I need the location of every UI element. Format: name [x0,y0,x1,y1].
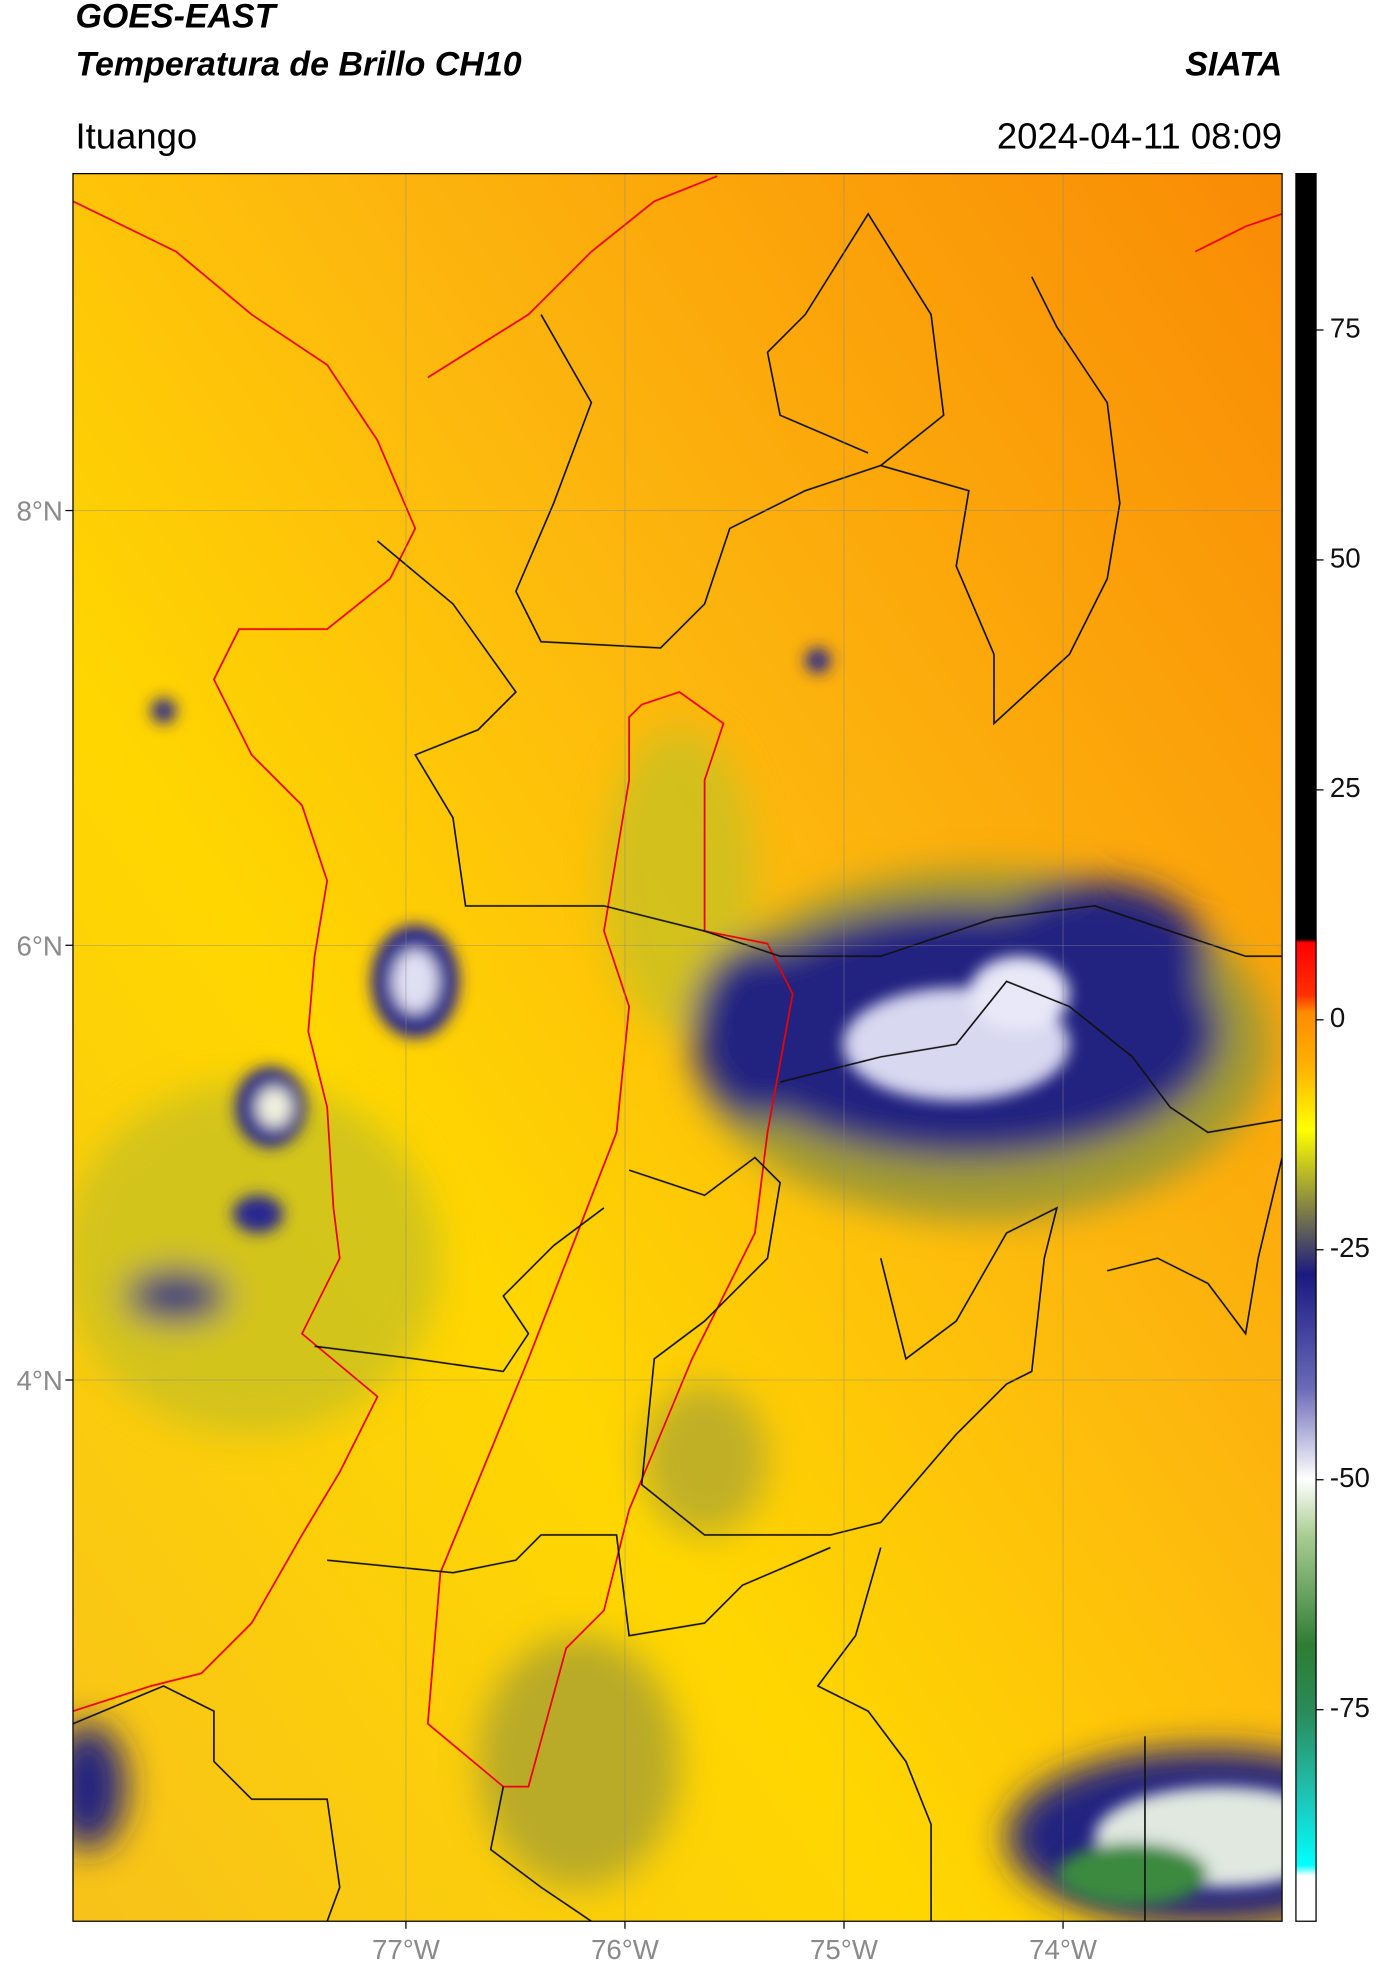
lat-tick-label: 8°N [16,496,62,527]
timestamp: 2024-04-11 08:09 [997,115,1282,156]
lat-tick-label: 4°N [16,1365,62,1396]
map-frame [72,172,1283,1922]
colorbar-tick-label: 0 [1330,1002,1345,1033]
lon-tick-label: 74°W [1029,1934,1098,1965]
colorbar-tick-label: -50 [1330,1462,1370,1493]
colorbar-tick-label: -25 [1330,1232,1370,1263]
lon-tick-label: 77°W [372,1934,441,1965]
colorbar-tick-label: 25 [1330,772,1361,803]
source: SIATA [1185,45,1282,83]
satellite-image [72,173,1283,1922]
lon-tick-label: 76°W [591,1934,660,1965]
title: GOES-EAST [75,0,278,36]
colorbar-tick-label: 50 [1330,542,1361,573]
location: Ituango [75,115,197,156]
colorbar-tick-label: 75 [1330,312,1361,343]
colorbar-ticks: 75 50 25 0 -25 -50 -75 [1316,312,1370,1723]
subtitle: Temperatura de Brillo CH10 [75,45,521,83]
lon-tick-label: 75°W [810,1934,879,1965]
colorbar-tick-label: -75 [1330,1692,1370,1723]
colorbar [1295,172,1317,1922]
graticule: 77°W 76°W 75°W 74°W 8°N 6°N 4°N [16,173,1283,1965]
lat-tick-label: 6°N [16,930,62,961]
